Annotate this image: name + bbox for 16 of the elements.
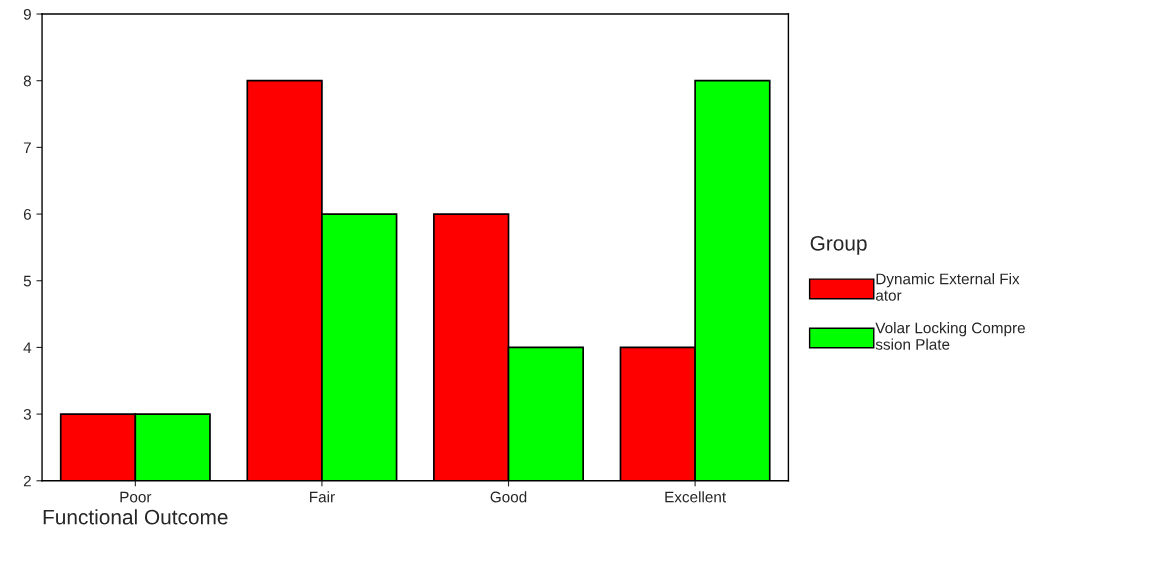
y-tick-label: 2 <box>23 475 31 487</box>
x-tick-label: Poor <box>120 491 152 503</box>
y-tick-label: 6 <box>23 208 31 220</box>
legend-label: Volar Locking Compre ssion Plate <box>875 322 1025 350</box>
y-tick-label: 7 <box>23 142 31 153</box>
x-tick-label: Excellent <box>665 491 726 503</box>
legend-label: Dynamic External Fix ator <box>875 273 1020 301</box>
y-tick-label: 4 <box>23 342 32 353</box>
y-tick-label: 3 <box>23 408 31 420</box>
y-tick-label: 5 <box>23 275 31 287</box>
y-tick-label: 9 <box>23 8 31 20</box>
x-tick-label: Good <box>490 491 527 503</box>
x-tick-label: Fair <box>310 491 335 503</box>
legend-title: Group <box>810 235 867 255</box>
y-tick-label: 8 <box>23 75 31 87</box>
x-axis-title: Functional Outcome <box>43 509 228 525</box>
